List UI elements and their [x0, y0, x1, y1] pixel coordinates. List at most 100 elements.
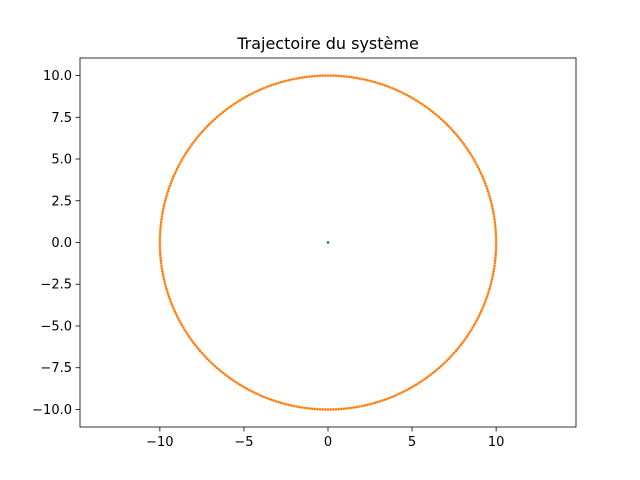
data-point	[290, 78, 293, 81]
data-point	[445, 359, 449, 362]
data-point	[461, 140, 464, 144]
data-point	[488, 197, 492, 200]
data-point	[197, 134, 200, 138]
data-point	[371, 80, 374, 83]
y-tick-label: 10.0	[43, 69, 72, 84]
data-point	[403, 389, 406, 393]
data-point	[297, 76, 301, 80]
data-point	[462, 339, 466, 342]
data-point	[476, 165, 480, 168]
data-point	[223, 373, 227, 376]
data-point	[493, 222, 497, 226]
data-point	[331, 408, 335, 411]
data-point	[472, 158, 476, 162]
data-point	[170, 179, 173, 183]
data-point	[393, 394, 397, 398]
data-point	[282, 402, 285, 405]
y-tick-label: −5.0	[40, 319, 72, 334]
data-point	[456, 134, 459, 138]
data-point	[202, 128, 205, 132]
data-point	[365, 403, 369, 407]
data-point	[412, 97, 415, 101]
data-point	[483, 182, 487, 185]
data-point	[230, 377, 233, 381]
y-tick-label: 5.0	[51, 153, 72, 168]
data-point	[173, 172, 177, 176]
data-point	[171, 177, 174, 180]
data-point	[451, 128, 454, 132]
data-point	[419, 380, 422, 384]
x-tick-label: 5	[408, 435, 416, 450]
data-point	[183, 153, 186, 157]
data-point	[407, 387, 411, 391]
data-point	[158, 238, 162, 242]
data-point	[493, 259, 497, 263]
data-point	[492, 267, 496, 270]
data-point	[316, 407, 319, 411]
y-tick-label: −2.5	[40, 278, 72, 293]
data-point	[326, 241, 330, 244]
data-point	[227, 376, 231, 379]
data-point	[248, 388, 251, 392]
data-point	[368, 79, 372, 83]
data-point	[435, 368, 439, 371]
data-point	[487, 192, 491, 195]
data-point	[162, 275, 165, 278]
data-point	[174, 312, 178, 315]
data-point	[433, 369, 437, 373]
data-point	[324, 408, 327, 411]
data-point	[481, 307, 484, 311]
data-point	[159, 222, 163, 226]
data-point	[423, 377, 426, 381]
data-point	[279, 401, 283, 405]
data-point	[165, 194, 168, 198]
data-point	[161, 269, 164, 273]
y-tick-label: 7.5	[51, 111, 72, 126]
data-point	[167, 295, 171, 298]
data-point	[221, 371, 225, 375]
data-point	[200, 130, 204, 134]
data-point	[158, 243, 162, 247]
data-point	[305, 406, 309, 410]
data-point	[490, 204, 494, 208]
data-point	[213, 364, 217, 368]
data-point	[282, 80, 285, 83]
data-point	[269, 398, 273, 401]
data-point	[277, 400, 280, 404]
data-point	[187, 147, 191, 150]
data-point	[383, 84, 387, 87]
data-point	[259, 87, 263, 91]
data-point	[187, 335, 191, 338]
data-point	[186, 332, 189, 336]
data-point	[342, 407, 346, 411]
data-point	[166, 292, 170, 296]
data-point	[345, 407, 348, 410]
data-point	[489, 282, 493, 286]
data-point	[190, 143, 194, 146]
data-point	[494, 241, 498, 244]
data-point	[425, 376, 429, 379]
data-point	[272, 83, 275, 86]
data-point	[321, 408, 325, 411]
data-point	[180, 158, 184, 162]
data-point	[445, 123, 449, 126]
data-point	[178, 163, 181, 166]
data-point	[168, 184, 172, 188]
data-point	[443, 361, 447, 364]
data-point	[197, 347, 200, 351]
data-point	[350, 75, 353, 79]
data-point	[449, 355, 452, 359]
data-point	[410, 386, 413, 389]
data-point	[160, 267, 164, 270]
data-point	[241, 384, 244, 388]
data-point	[378, 400, 382, 403]
data-point	[169, 300, 173, 303]
data-point	[355, 76, 359, 80]
data-point	[163, 199, 167, 203]
data-point	[371, 402, 374, 405]
data-point	[494, 233, 498, 236]
data-point	[303, 406, 306, 410]
data-point	[257, 89, 261, 92]
data-point	[494, 228, 497, 231]
